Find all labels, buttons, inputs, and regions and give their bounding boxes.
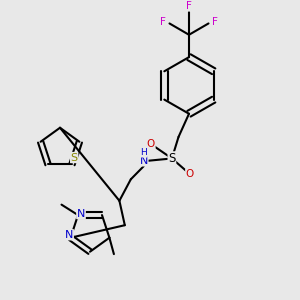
Text: N: N (77, 208, 85, 219)
Text: F: F (212, 17, 218, 27)
Text: N: N (140, 156, 148, 166)
Text: O: O (147, 139, 155, 148)
Text: H: H (140, 148, 147, 157)
Text: O: O (186, 169, 194, 179)
Text: N: N (65, 230, 73, 240)
Text: S: S (168, 152, 175, 165)
Text: F: F (160, 17, 166, 27)
Text: F: F (186, 1, 192, 11)
Text: S: S (70, 153, 78, 163)
